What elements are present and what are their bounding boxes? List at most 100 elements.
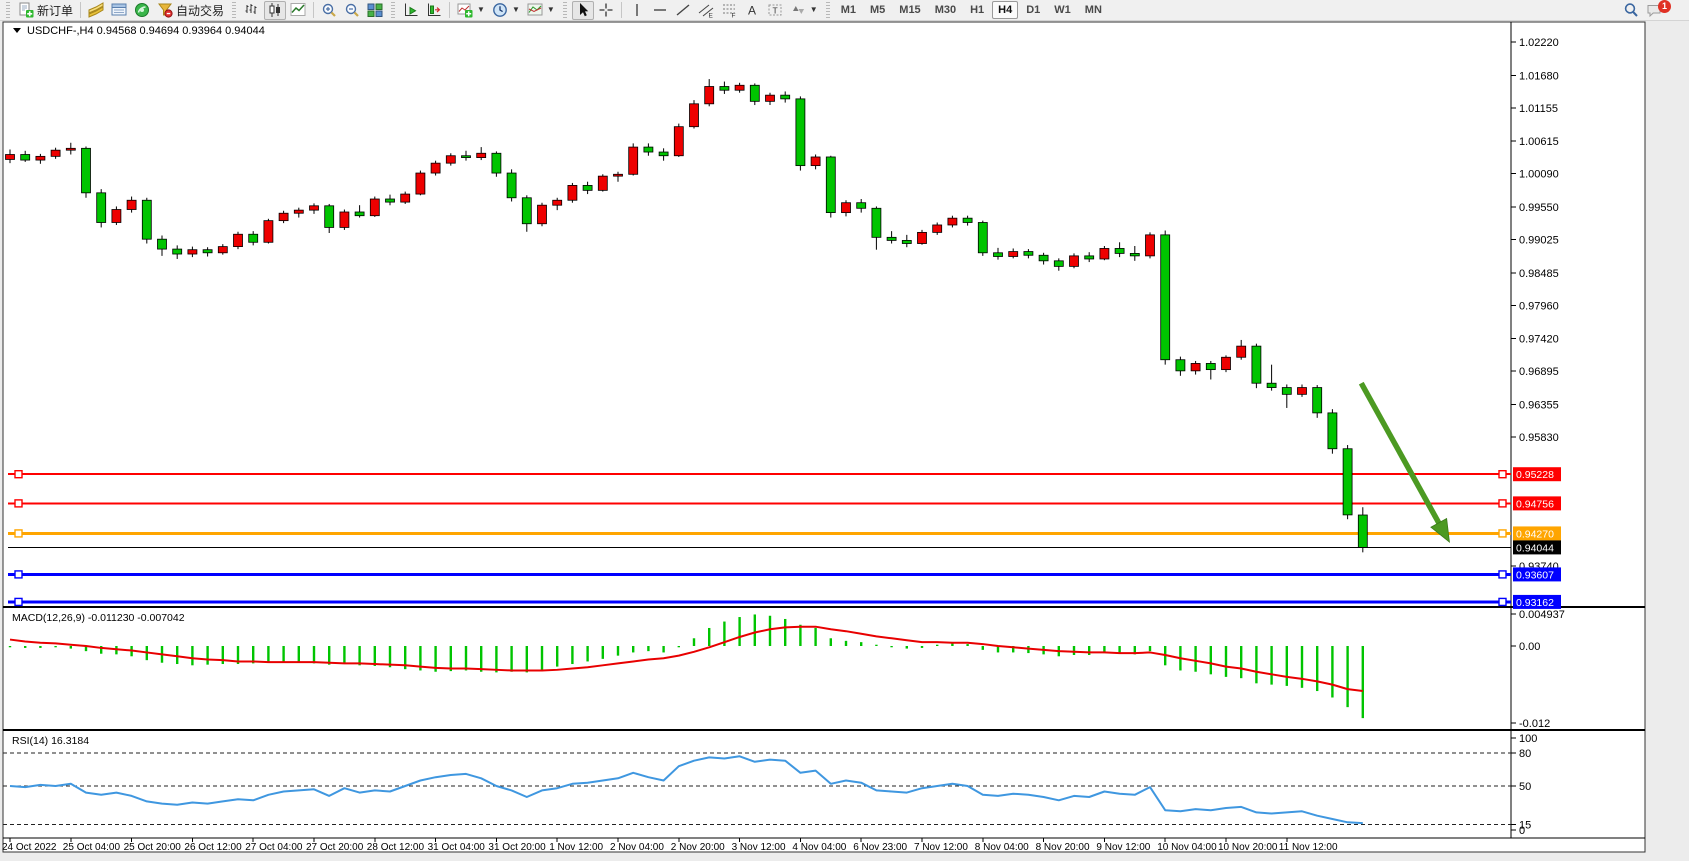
market-watch-icon (88, 2, 104, 18)
notifications-button[interactable]: 1 (1643, 0, 1671, 20)
auto-scroll-button[interactable] (400, 1, 422, 20)
search-button[interactable] (1620, 1, 1642, 20)
level-handle[interactable] (14, 470, 23, 479)
candle-body (932, 224, 943, 233)
candle-body (65, 147, 76, 151)
zoom-in-button[interactable] (318, 1, 340, 20)
candle-body (1205, 363, 1216, 371)
timeframe-button-h4[interactable]: H4 (992, 1, 1019, 19)
candle-body (187, 249, 198, 255)
cursor-button[interactable] (571, 0, 594, 20)
chevron-down-icon: ▼ (477, 5, 485, 14)
timeframe-button-m1[interactable]: M1 (835, 1, 862, 19)
chart-shift-button[interactable] (423, 1, 445, 20)
price-axis[interactable]: 1.02220 1.01680 1.01155 1.00615 1.00090 0.995… (1511, 37, 1561, 609)
candle-body (141, 199, 152, 240)
text-label-icon: A (748, 4, 756, 18)
fibonacci-icon: F (722, 4, 735, 18)
label-box-button[interactable]: T (764, 1, 786, 20)
line-chart-button[interactable] (287, 1, 309, 20)
candle-body (901, 240, 912, 244)
candle-body (810, 156, 821, 167)
search-icon (1624, 3, 1638, 17)
price-tag (1513, 540, 1561, 555)
chevron-down-icon[interactable] (13, 28, 21, 33)
level-handle[interactable] (14, 597, 23, 607)
tile-windows-button[interactable] (364, 1, 386, 20)
price-tag-label: 0.94044 (1516, 542, 1554, 554)
candle-body (430, 162, 441, 174)
candle-body (1266, 382, 1277, 388)
candle-body (1069, 255, 1079, 267)
rsi-pane[interactable]: RSI(14) 16.3184 100 80 50 150 (3, 733, 1537, 837)
price-tag-label: 0.93162 (1516, 597, 1554, 609)
candle-body (339, 211, 350, 228)
fibonacci-button[interactable]: F (718, 1, 740, 20)
timeframe-button-w1[interactable]: W1 (1048, 1, 1077, 19)
level-handle[interactable] (14, 529, 23, 538)
candle-body (1357, 514, 1368, 548)
level-handle[interactable] (14, 499, 23, 508)
periods-button[interactable]: ▼ (489, 1, 523, 20)
autotrade-button[interactable]: 自动交易 (154, 1, 227, 20)
price-pane[interactable] (5, 79, 1512, 607)
add-indicator-button[interactable]: ▼ (454, 1, 488, 20)
timeframe-button-m5[interactable]: M5 (864, 1, 891, 19)
timeframe-button-m15[interactable]: M15 (893, 1, 926, 19)
candle-body (1129, 253, 1140, 257)
trend-arrow-annotation[interactable] (1358, 381, 1450, 544)
candle-body (1236, 345, 1247, 358)
navigator-button[interactable] (131, 1, 153, 20)
price-tag (1513, 496, 1561, 511)
toolbar-grip[interactable] (6, 2, 10, 18)
date-tick-label: 25 Oct 20:00 (124, 842, 182, 853)
market-watch-button[interactable] (85, 1, 107, 20)
new-order-button[interactable]: 新订单 (15, 1, 76, 20)
toolbar-grip[interactable] (825, 2, 830, 18)
zoom-out-button[interactable] (341, 1, 363, 20)
level-handle[interactable] (1498, 499, 1507, 508)
timeframe-button-d1[interactable]: D1 (1020, 1, 1046, 19)
candle-body (1190, 363, 1201, 372)
separator (313, 2, 315, 18)
svg-text:E: E (708, 13, 713, 19)
candle-body (1281, 387, 1292, 395)
timeframe-button-mn[interactable]: MN (1079, 1, 1108, 19)
date-tick-label: 27 Oct 20:00 (306, 842, 364, 853)
candle-body (400, 193, 411, 203)
candlestick-series (5, 79, 1368, 553)
trendline-button[interactable] (672, 1, 694, 20)
horizontal-line-button[interactable] (649, 1, 671, 20)
time-axis[interactable]: 24 Oct 2022 25 Oct 04:00 25 Oct 20:00 26 Oc… (2, 838, 1338, 853)
vertical-line-button[interactable] (626, 1, 648, 20)
level-handle[interactable] (1498, 529, 1507, 538)
candle-body (780, 94, 791, 100)
bar-chart-button[interactable] (241, 1, 263, 20)
toolbar-grip[interactable] (562, 2, 567, 18)
equidistant-channel-button[interactable]: E (695, 1, 717, 20)
price-tag (1513, 594, 1561, 609)
toolbar-grip[interactable] (391, 2, 396, 18)
arrows-shapes-button[interactable]: ▼ (787, 1, 821, 20)
candle-body (597, 175, 608, 191)
data-window-button[interactable] (108, 1, 130, 20)
timeframe-button-h1[interactable]: H1 (964, 1, 990, 19)
svg-text:T: T (772, 6, 777, 16)
price-tick-label: 0.96895 (1519, 366, 1559, 378)
candlestick-chart-icon (269, 3, 281, 17)
level-handle[interactable] (1498, 597, 1507, 607)
macd-pane[interactable]: MACD(12,26,9) -0.011230 -0.007042 0.00493… (8, 609, 1565, 730)
timeframe-button-m30[interactable]: M30 (929, 1, 962, 19)
crosshair-button[interactable] (595, 1, 617, 20)
candlestick-chart-button[interactable] (264, 0, 287, 20)
level-handle[interactable] (14, 570, 23, 579)
text-button[interactable]: A (741, 1, 763, 20)
templates-button[interactable]: ▼ (524, 1, 558, 20)
level-handle[interactable] (1498, 470, 1507, 479)
date-tick-label: 27 Oct 04:00 (245, 842, 303, 853)
level-handle[interactable] (1498, 570, 1507, 579)
toolbar-grip[interactable] (232, 2, 237, 18)
bar-chart-icon (245, 4, 257, 14)
price-tick-label: 1.00615 (1519, 136, 1559, 148)
